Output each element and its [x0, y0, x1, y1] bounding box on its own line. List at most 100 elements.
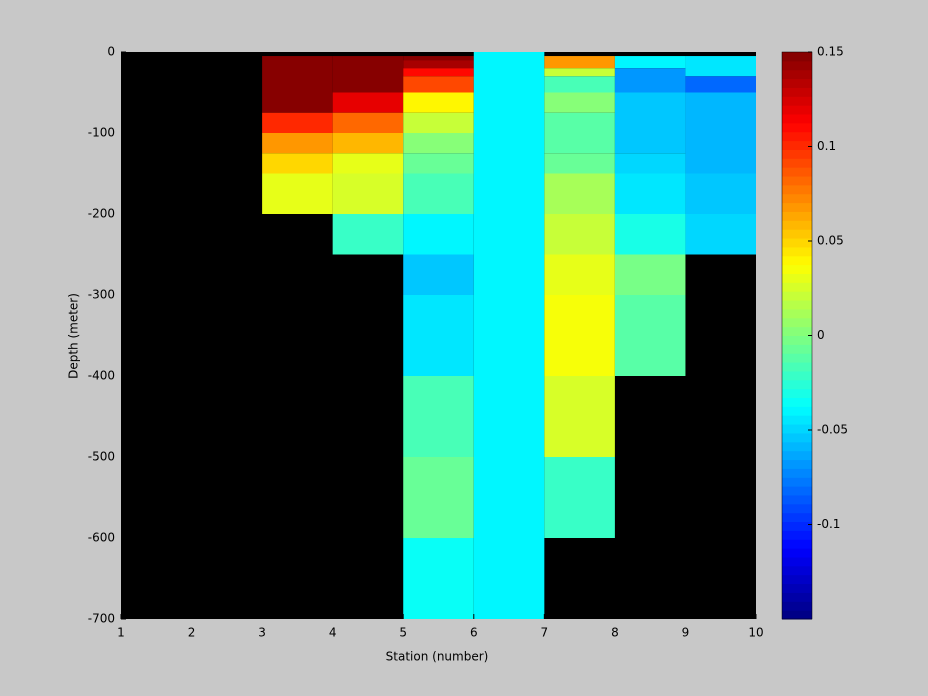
heat-cell: [685, 56, 756, 77]
colorbar-swatch: [782, 60, 812, 71]
x-tick-label: 10: [748, 626, 763, 640]
y-tick-label: 0: [107, 45, 115, 59]
x-tick-label: 8: [611, 626, 619, 640]
heat-cell: [544, 376, 615, 457]
colorbar-swatch: [782, 397, 812, 407]
heat-cell: [614, 295, 686, 376]
colorbar-swatch: [782, 441, 812, 452]
heat-cell: [544, 92, 615, 113]
x-tick-label: 1: [117, 626, 125, 640]
heat-cell: [685, 76, 756, 93]
colorbar-swatch: [782, 96, 812, 106]
colorbar-swatch: [782, 415, 812, 425]
colorbar-swatch: [782, 255, 812, 266]
heat-cell: [332, 153, 404, 174]
heat-cell: [614, 68, 686, 93]
colorbar-swatch: [782, 379, 812, 390]
colorbar-swatch: [782, 184, 812, 195]
heat-cell: [332, 92, 404, 113]
y-axis-label: Depth (meter): [67, 293, 81, 379]
colorbar-swatch: [782, 176, 812, 186]
colorbar-swatch: [782, 122, 812, 133]
colorbar-swatch: [782, 353, 812, 363]
colorbar-swatch: [782, 459, 812, 469]
colorbar-swatch: [782, 503, 812, 514]
colorbar-swatch: [782, 548, 812, 558]
y-tick-label: -700: [88, 612, 115, 626]
heat-cell: [403, 68, 474, 77]
heat-cell: [332, 112, 404, 133]
heat-cell: [332, 133, 404, 154]
colorbar-swatch: [782, 388, 812, 399]
colorbar-swatch: [782, 592, 812, 602]
x-tick-label: 4: [329, 626, 337, 640]
x-axis-label: Station (number): [386, 650, 489, 664]
heat-cell: [332, 214, 404, 255]
heat-cell: [685, 92, 756, 133]
y-tick-label: -600: [88, 531, 115, 545]
y-tick-label: -300: [88, 288, 115, 302]
colorbar-swatch: [782, 282, 812, 292]
colorbar-tick-label: 0.15: [817, 45, 844, 59]
colorbar-swatch: [782, 131, 812, 142]
heat-cell: [262, 56, 333, 113]
colorbar-swatch: [782, 468, 812, 478]
heat-cell: [332, 56, 404, 93]
colorbar-swatch: [782, 512, 812, 523]
colorbar-swatch: [782, 78, 812, 88]
colorbar-swatch: [782, 105, 812, 115]
heat-cell: [403, 76, 474, 93]
y-tick-label: -200: [88, 207, 115, 221]
colorbar-swatch: [782, 424, 812, 434]
colorbar-swatch: [782, 583, 812, 593]
heat-cell: [403, 376, 474, 457]
heat-cell: [614, 56, 686, 69]
heat-cell: [544, 457, 615, 538]
colorbar-swatch: [782, 238, 812, 248]
x-tick-label: 5: [399, 626, 407, 640]
colorbar-tick-label: 0.05: [817, 234, 844, 248]
colorbar-swatch: [782, 539, 812, 549]
colorbar-swatch: [782, 610, 812, 620]
heat-cell: [403, 457, 474, 538]
heat-cell: [544, 254, 615, 295]
y-tick-label: -400: [88, 369, 115, 383]
colorbar-swatch: [782, 370, 812, 381]
colorbar-swatch: [782, 158, 812, 168]
colorbar-swatch: [782, 220, 812, 230]
colorbar-tick-label: 0.1: [817, 139, 836, 153]
colorbar-tick-label: -0.1: [817, 517, 840, 531]
y-tick-label: -500: [88, 450, 115, 464]
colorbar-swatch: [782, 202, 812, 212]
heat-cell: [544, 173, 615, 214]
heat-cell: [614, 254, 686, 295]
colorbar-swatch: [782, 317, 812, 328]
x-tick-label: 6: [470, 626, 478, 640]
colorbar-swatch: [782, 344, 812, 354]
colorbar-swatch: [782, 530, 812, 540]
colorbar-swatch: [782, 565, 812, 576]
colorbar-swatch: [782, 87, 812, 97]
colorbar-swatch: [782, 211, 812, 221]
colorbar-swatch: [782, 574, 812, 585]
heat-cell: [614, 92, 686, 154]
colorbar-swatch: [782, 291, 812, 301]
heat-cell: [544, 153, 615, 174]
colorbar-swatch: [782, 601, 812, 611]
heat-cell: [473, 52, 545, 619]
heat-cell: [403, 254, 474, 295]
heat-cell: [544, 214, 615, 255]
heat-cell: [685, 173, 756, 214]
colorbar-swatch: [782, 450, 812, 461]
heat-cell: [332, 173, 404, 214]
colorbar-swatch: [782, 193, 812, 204]
colorbar-swatch: [782, 477, 812, 487]
x-tick-label: 3: [258, 626, 266, 640]
colorbar-swatch: [782, 486, 812, 496]
heat-cell: [262, 133, 333, 154]
colorbar-swatch: [782, 149, 812, 159]
heat-cell: [403, 173, 474, 214]
colorbar-swatch: [782, 362, 812, 372]
y-tick-label: -100: [88, 126, 115, 140]
